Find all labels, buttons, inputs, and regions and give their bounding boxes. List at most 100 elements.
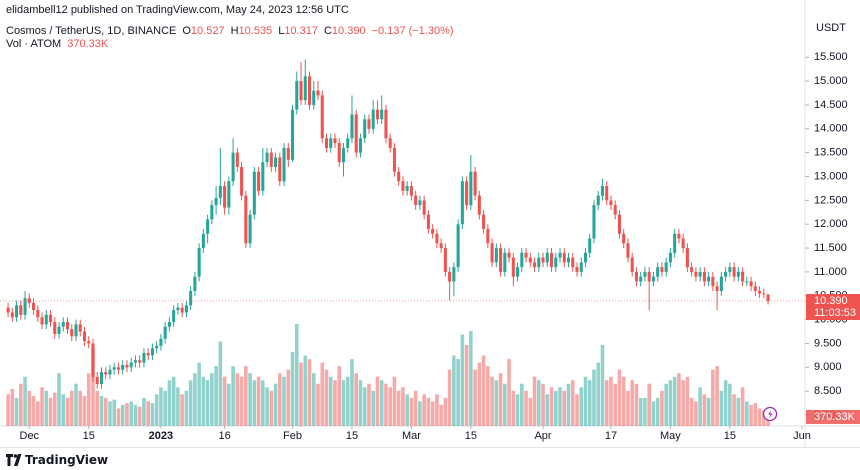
candle-body bbox=[533, 262, 537, 268]
volume-bar bbox=[503, 383, 507, 426]
volume-bar bbox=[384, 383, 388, 426]
volume-bar bbox=[634, 383, 639, 426]
candle-body bbox=[541, 257, 545, 263]
x-tick-label: 15 bbox=[724, 430, 736, 442]
volume-bar bbox=[23, 376, 27, 426]
symbol-legend: Cosmos / TetherUS, 1D, BINANCE O 10.527 H… bbox=[6, 25, 454, 37]
volume-bar bbox=[626, 390, 630, 426]
candle-body bbox=[19, 305, 23, 315]
x-tick-label: 15 bbox=[465, 430, 477, 442]
candle-body bbox=[448, 271, 452, 282]
candle-body bbox=[210, 205, 214, 220]
volume-bar bbox=[579, 387, 584, 426]
volume-bar bbox=[494, 380, 499, 426]
candle-body bbox=[414, 195, 418, 206]
x-tick-label: May bbox=[660, 430, 681, 442]
candle-body bbox=[677, 233, 681, 239]
candle-body bbox=[681, 238, 685, 249]
volume-bar bbox=[456, 359, 460, 426]
volume-bar bbox=[74, 383, 78, 426]
candle-body bbox=[87, 341, 91, 344]
volume-bar bbox=[541, 383, 545, 426]
volume-bar bbox=[299, 362, 303, 426]
candle-body bbox=[537, 257, 541, 268]
candle-body bbox=[690, 267, 694, 272]
volume-bar bbox=[409, 397, 414, 426]
volume-bar bbox=[553, 390, 558, 426]
candle-body bbox=[634, 271, 638, 282]
candle-body bbox=[698, 271, 702, 277]
candle-body bbox=[95, 376, 99, 385]
x-tick-label: 16 bbox=[218, 430, 230, 442]
volume-bar bbox=[142, 397, 146, 426]
candle-body bbox=[443, 248, 447, 272]
volume-bar bbox=[443, 397, 448, 426]
candle-body bbox=[711, 276, 715, 287]
volume-bar bbox=[320, 362, 325, 426]
volume-bar bbox=[337, 366, 342, 426]
candle-body bbox=[155, 345, 159, 349]
volume-bar bbox=[44, 390, 49, 426]
candle-body bbox=[630, 257, 634, 272]
candle-body bbox=[193, 276, 197, 291]
volume-bar bbox=[532, 376, 537, 426]
x-tick-label: 15 bbox=[346, 430, 358, 442]
candle-body bbox=[397, 171, 401, 182]
candle-body bbox=[588, 238, 592, 253]
candle-body bbox=[299, 81, 303, 101]
volume-bar bbox=[486, 366, 490, 426]
volume-bar bbox=[316, 383, 320, 426]
volume-bar bbox=[655, 397, 660, 426]
volume-bar bbox=[333, 380, 337, 426]
close-value: 10.390 bbox=[331, 25, 366, 37]
volume-bar bbox=[261, 380, 265, 426]
volume-bar bbox=[711, 369, 715, 426]
candle-body bbox=[248, 214, 252, 244]
volume-bar bbox=[651, 401, 656, 426]
volume-bar bbox=[163, 390, 167, 426]
candle-body bbox=[167, 322, 171, 327]
candle-body bbox=[257, 171, 261, 191]
candle-body bbox=[27, 298, 31, 303]
candle-body bbox=[138, 360, 142, 363]
volume-bar bbox=[273, 383, 278, 426]
candle-body bbox=[363, 119, 367, 139]
candle-body bbox=[354, 114, 358, 153]
volume-bar bbox=[116, 408, 121, 426]
candle-body bbox=[571, 257, 575, 268]
candle-body bbox=[278, 157, 282, 182]
volume-bar bbox=[282, 376, 286, 426]
candle-body bbox=[223, 186, 227, 208]
volume-bar bbox=[524, 390, 528, 426]
currency-label: USDT bbox=[816, 22, 846, 34]
brand: TradingView bbox=[25, 453, 109, 467]
candle-body bbox=[490, 243, 494, 263]
candle-body bbox=[240, 166, 244, 196]
l-letter: L bbox=[278, 25, 285, 37]
volume-bar bbox=[91, 348, 95, 426]
alert-bolt bbox=[768, 410, 773, 419]
candle-body bbox=[337, 143, 341, 163]
volume-bar bbox=[464, 345, 469, 426]
candle-body bbox=[129, 362, 133, 368]
volume-bar bbox=[447, 369, 452, 426]
volume-bar bbox=[82, 396, 87, 426]
volume-bar bbox=[566, 383, 571, 426]
candle-body bbox=[121, 364, 125, 370]
x-tick-label: 15 bbox=[83, 430, 95, 442]
volume-bar bbox=[154, 394, 159, 426]
candle-body bbox=[507, 252, 511, 258]
volume-bar bbox=[239, 376, 244, 426]
candle-body bbox=[456, 224, 460, 268]
volume-bar bbox=[477, 362, 482, 426]
candle-body bbox=[405, 186, 409, 191]
candle-body bbox=[312, 90, 316, 105]
candle-body bbox=[23, 298, 27, 315]
candle-body bbox=[503, 252, 507, 272]
volume-bar bbox=[57, 373, 61, 426]
x-tick-label: Jun bbox=[793, 430, 811, 442]
candle-body bbox=[371, 109, 375, 129]
volume-bar bbox=[528, 397, 533, 426]
volume-bar bbox=[719, 390, 724, 426]
